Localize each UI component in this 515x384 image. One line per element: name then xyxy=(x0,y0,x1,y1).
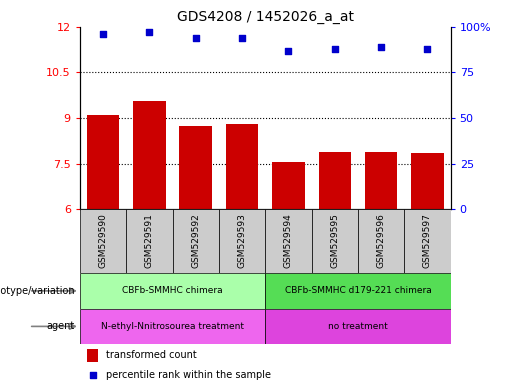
Bar xyxy=(265,273,451,309)
Point xyxy=(99,31,107,37)
Point xyxy=(284,48,293,54)
Bar xyxy=(219,209,265,273)
Bar xyxy=(411,153,444,209)
Bar xyxy=(272,162,305,209)
Bar xyxy=(133,101,165,209)
Bar xyxy=(87,115,119,209)
Point xyxy=(331,46,339,52)
Bar xyxy=(173,209,219,273)
Text: CBFb-SMMHC chimera: CBFb-SMMHC chimera xyxy=(122,286,223,295)
Text: GSM529591: GSM529591 xyxy=(145,214,154,268)
Text: GSM529596: GSM529596 xyxy=(376,214,386,268)
Point xyxy=(238,35,246,41)
Text: percentile rank within the sample: percentile rank within the sample xyxy=(106,370,271,380)
Bar xyxy=(265,309,451,344)
Text: CBFb-SMMHC d179-221 chimera: CBFb-SMMHC d179-221 chimera xyxy=(285,286,431,295)
Bar xyxy=(179,126,212,209)
Bar xyxy=(80,309,265,344)
Bar xyxy=(80,273,265,309)
Text: GSM529594: GSM529594 xyxy=(284,214,293,268)
Point xyxy=(89,372,97,378)
Text: no treatment: no treatment xyxy=(328,322,388,331)
Text: agent: agent xyxy=(46,321,75,331)
Bar xyxy=(265,209,312,273)
Bar xyxy=(358,209,404,273)
Bar xyxy=(318,152,351,209)
Bar xyxy=(404,209,451,273)
Text: GSM529593: GSM529593 xyxy=(237,214,247,268)
Text: GSM529597: GSM529597 xyxy=(423,214,432,268)
Text: GSM529595: GSM529595 xyxy=(330,214,339,268)
Title: GDS4208 / 1452026_a_at: GDS4208 / 1452026_a_at xyxy=(177,10,354,25)
Bar xyxy=(87,349,98,362)
Point xyxy=(145,29,153,35)
Text: GSM529592: GSM529592 xyxy=(191,214,200,268)
Text: N-ethyl-Nnitrosourea treatment: N-ethyl-Nnitrosourea treatment xyxy=(101,322,244,331)
Point xyxy=(377,44,385,50)
Point xyxy=(423,46,432,52)
Bar xyxy=(365,152,398,209)
Bar xyxy=(80,209,126,273)
Text: GSM529590: GSM529590 xyxy=(98,214,108,268)
Bar xyxy=(312,209,358,273)
Text: transformed count: transformed count xyxy=(106,350,197,360)
Point xyxy=(192,35,200,41)
Bar xyxy=(226,124,258,209)
Bar xyxy=(126,209,173,273)
Text: genotype/variation: genotype/variation xyxy=(0,286,75,296)
